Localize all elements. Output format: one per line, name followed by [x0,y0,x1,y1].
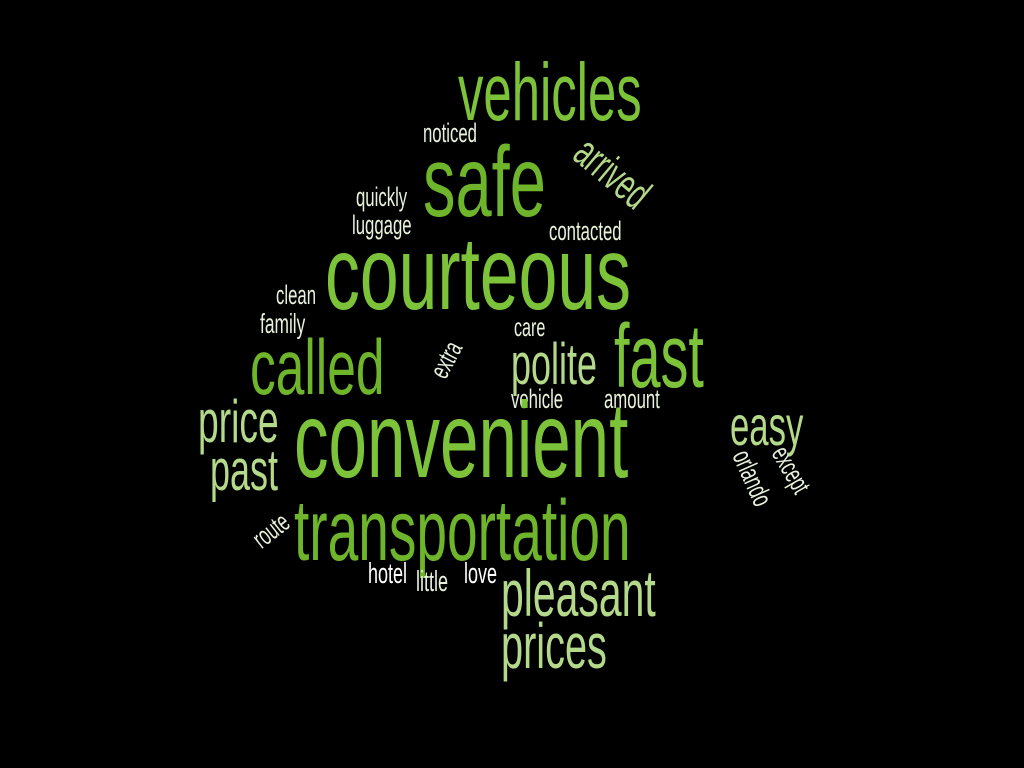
word-transportation: transportation [294,483,631,579]
word-fast: fast [614,307,704,407]
word-prices: prices [501,610,607,682]
word-easy: easy [730,394,804,457]
word-love: love [464,558,497,590]
word-contacted: contacted [549,216,622,246]
word-safe: safe [423,126,546,238]
word-noticed: noticed [423,118,477,148]
word-quickly: quickly [356,182,408,212]
word-clean: clean [276,280,317,310]
word-polite: polite [511,332,597,397]
word-price: price [198,388,279,455]
word-arrived: arrived [564,127,660,219]
word-called: called [250,323,385,411]
word-little: little [416,566,448,598]
word-family: family [260,308,306,339]
word-convenient: convenient [294,379,629,500]
word-luggage: luggage [352,210,412,240]
word-hotel: hotel [368,558,407,590]
word-vehicle: vehicle [511,384,564,414]
word-past: past [210,438,278,503]
word-amount: amount [604,384,660,414]
word-pleasant: pleasant [501,556,656,630]
word-vehicles: vehicles [458,47,642,138]
word-care: care [514,312,546,342]
word-extra: extra [424,336,469,384]
word-courteous: courteous [325,216,632,332]
word-route: route [246,506,296,555]
